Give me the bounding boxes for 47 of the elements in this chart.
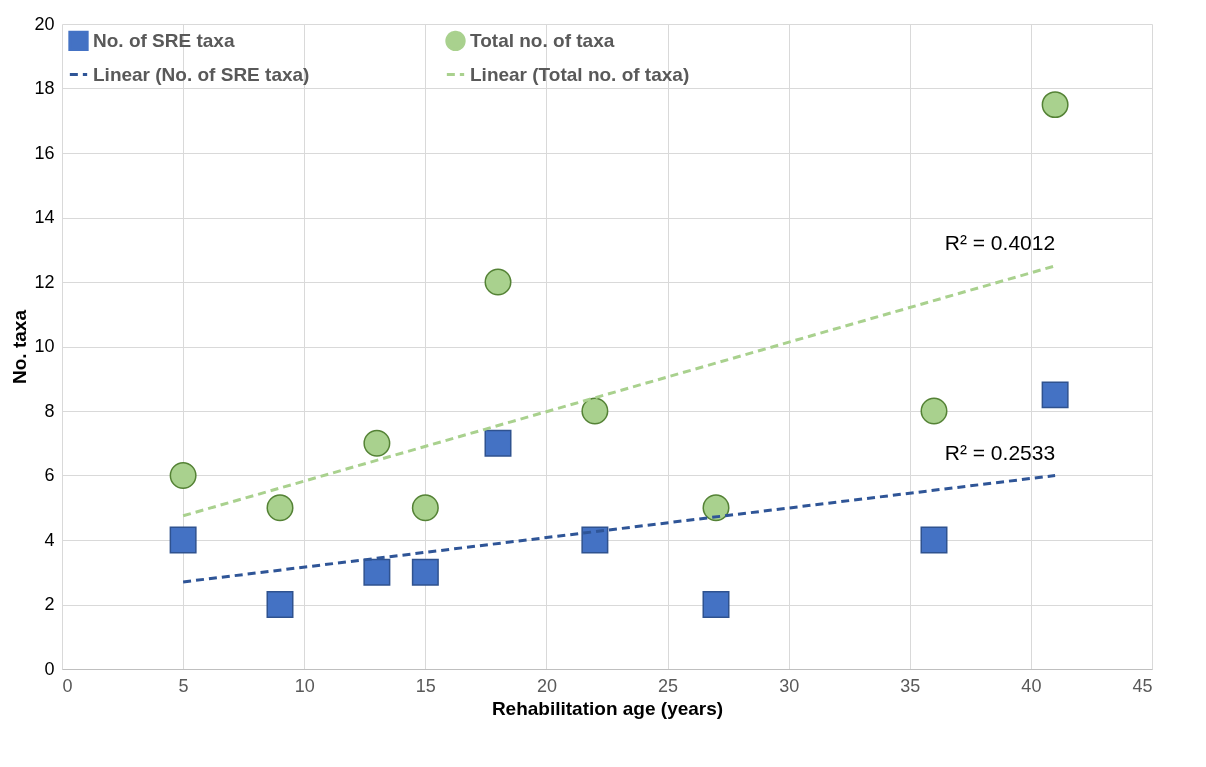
point (1041, 381, 1069, 409)
point (702, 591, 730, 618)
y-tick-label: 4 (44, 529, 55, 550)
y-tick-label: 12 (34, 271, 55, 292)
y-axis-title: No. taxa (9, 309, 31, 384)
x-tick-label: 15 (415, 675, 436, 696)
legend-label: Linear (Total no. of taxa) (470, 63, 690, 85)
point (581, 397, 609, 425)
y-tick-label: 10 (34, 336, 55, 356)
x-tick-label: 35 (900, 675, 921, 696)
x-tick-label: 30 (779, 675, 800, 696)
point (920, 397, 948, 425)
y-tick-label: 2 (44, 594, 55, 614)
x-tick-label: 0 (62, 675, 73, 696)
annotation: R² = 0.2533 (944, 440, 1056, 464)
x-tick-label: 5 (178, 675, 189, 696)
x-tick-label: 20 (536, 675, 557, 696)
x-axis-title: Rehabilitation age (years) (491, 697, 724, 719)
legend-label: No. of SRE taxa (93, 29, 235, 51)
point (363, 429, 391, 457)
legend-label: Linear (No. of SRE taxa) (93, 63, 310, 85)
y-tick-label: 0 (44, 658, 55, 679)
legend-label: Total no. of taxa (470, 29, 615, 51)
y-tick-label: 6 (44, 465, 55, 485)
point (411, 558, 439, 586)
y-tick-label: 18 (34, 78, 55, 98)
x-tick-label: 10 (294, 675, 315, 696)
y-tick-label: 8 (44, 400, 55, 421)
point (1041, 91, 1069, 119)
y-tick-label: 14 (34, 207, 55, 227)
y-tick-label: 20 (34, 13, 55, 34)
point (266, 591, 294, 618)
point (484, 268, 512, 296)
x-tick-label: 25 (658, 675, 679, 696)
point (169, 462, 197, 489)
point (920, 526, 948, 554)
point (363, 558, 391, 586)
x-tick-label: 40 (1021, 675, 1042, 696)
point (702, 494, 730, 522)
y-tick-label: 16 (34, 142, 55, 163)
point (169, 526, 197, 554)
point (581, 526, 609, 554)
point (266, 494, 294, 522)
annotation: R² = 0.4012 (944, 230, 1056, 254)
point (411, 494, 439, 522)
x-tick-label: 45 (1132, 675, 1153, 696)
point (484, 429, 512, 457)
